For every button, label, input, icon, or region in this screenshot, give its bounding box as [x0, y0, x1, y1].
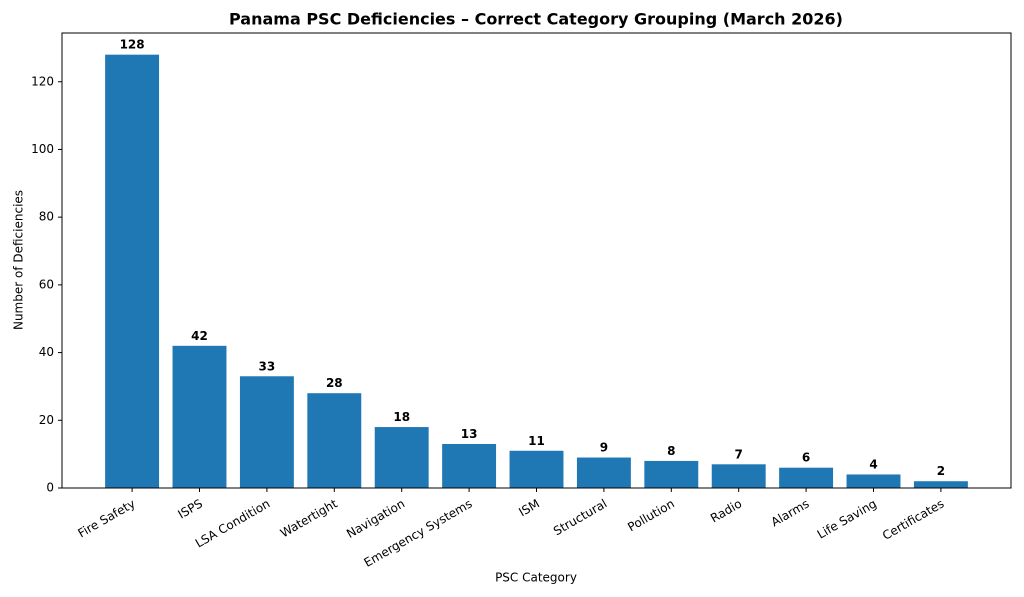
y-tick-label: 20	[39, 413, 54, 427]
value-label: 18	[393, 410, 410, 424]
x-tick-label: Alarms	[769, 496, 812, 529]
value-label: 9	[600, 441, 608, 455]
bar	[374, 427, 429, 488]
x-tick-label: Radio	[708, 496, 744, 525]
value-label: 28	[326, 376, 343, 390]
bar	[576, 457, 631, 488]
x-tick-label: ISM	[516, 496, 542, 519]
value-label: 8	[667, 444, 675, 458]
value-label: 42	[191, 329, 208, 343]
x-tick-label: ISPS	[175, 496, 205, 521]
chart-title: Panama PSC Deficiencies – Correct Catego…	[229, 10, 843, 29]
bar	[509, 450, 564, 488]
bar	[172, 345, 227, 488]
x-tick-label: LSA Condition	[193, 496, 273, 550]
bar	[913, 481, 968, 488]
bar	[239, 376, 294, 488]
y-tick-label: 80	[39, 210, 54, 224]
y-axis-label: Number of Deficiencies	[12, 190, 26, 330]
x-tick-label: Navigation	[344, 496, 407, 540]
bar	[105, 54, 160, 489]
value-label: 33	[259, 359, 276, 373]
y-tick-label: 120	[31, 74, 54, 88]
value-label: 128	[120, 38, 145, 52]
x-axis-label: PSC Category	[495, 571, 577, 585]
x-tick-label: Pollution	[625, 496, 677, 534]
bar	[846, 474, 901, 488]
value-label: 2	[937, 464, 945, 478]
value-label: 13	[461, 427, 478, 441]
y-tick-label: 60	[39, 277, 54, 291]
bar	[779, 467, 834, 488]
y-tick-label: 0	[46, 481, 54, 495]
x-tick-label: Life Saving	[815, 496, 879, 541]
value-label: 7	[735, 447, 743, 461]
x-tick-label: Watertight	[278, 496, 340, 540]
bar	[307, 393, 362, 488]
y-tick-label: 100	[31, 142, 54, 156]
bar	[442, 443, 497, 488]
value-label: 6	[802, 451, 810, 465]
plot-frame	[61, 32, 1012, 489]
value-label: 11	[528, 434, 545, 448]
value-label: 4	[869, 457, 877, 471]
x-tick-label: Emergency Systems	[362, 496, 475, 569]
x-tick-label: Structural	[551, 496, 609, 538]
x-tick-label: Certificates	[880, 496, 946, 542]
y-tick-label: 40	[39, 345, 54, 359]
bar	[711, 464, 766, 488]
bar	[644, 460, 699, 488]
x-tick-label: Fire Safety	[75, 496, 137, 540]
